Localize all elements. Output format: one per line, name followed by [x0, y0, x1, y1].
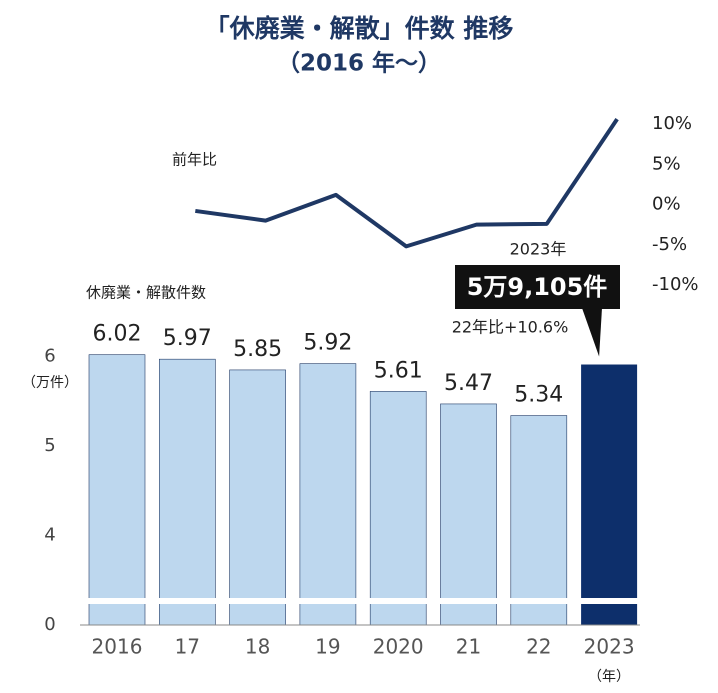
y-tick-label: 0	[44, 614, 55, 635]
x-tick-label: 2023	[584, 635, 635, 659]
y-tick-label: 5	[44, 435, 55, 456]
y2-tick-label: -5%	[652, 234, 687, 255]
line	[195, 118, 619, 249]
bar-label: 休廃業・解散件数	[86, 284, 206, 302]
x-tick-label: 22	[526, 635, 551, 659]
x-tick-label: 18	[245, 635, 270, 659]
value-label: 5.97	[163, 326, 212, 351]
y-tick-label: 4	[44, 525, 55, 546]
x-tick-label: 2020	[373, 635, 424, 659]
bar	[440, 403, 497, 626]
value-label: 6.02	[93, 322, 142, 347]
x-unit: （年）	[588, 669, 630, 685]
bar	[299, 363, 357, 626]
bar	[510, 415, 568, 626]
value-label: 5.47	[444, 371, 493, 396]
bar	[581, 364, 638, 625]
y-unit: （万件）	[22, 375, 78, 391]
axis-break	[80, 598, 640, 604]
value-label: 5万9,105件	[467, 273, 608, 301]
callout-tail	[582, 308, 602, 357]
y2-tick-label: -10%	[652, 274, 699, 295]
y2-tick-label: 5%	[652, 153, 681, 174]
y2-tick-label: 0%	[652, 194, 681, 215]
bar	[369, 391, 427, 626]
y2-tick-label: 10%	[652, 113, 692, 134]
value-label: 5.85	[233, 337, 282, 362]
annotation: 22年比+10.6%	[452, 318, 569, 337]
x-tick-label: 17	[175, 635, 200, 659]
x-tick-label: 2016	[92, 635, 143, 659]
bar	[88, 354, 146, 626]
line-label: 前年比	[172, 151, 217, 169]
bar	[229, 369, 286, 626]
annotation: 2023年	[510, 240, 567, 259]
value-label: 5.61	[374, 358, 423, 383]
callout-box	[455, 265, 620, 309]
chart-title: 「休廃業・解散」件数 推移	[205, 14, 514, 43]
chart-subtitle: （2016 年～）	[277, 50, 441, 77]
bar	[159, 358, 216, 626]
value-label: 5.92	[303, 331, 352, 356]
y-tick-label: 6	[44, 346, 55, 367]
value-label: 5.34	[514, 383, 563, 408]
x-tick-label: 19	[315, 635, 340, 659]
x-tick-label: 21	[456, 635, 481, 659]
